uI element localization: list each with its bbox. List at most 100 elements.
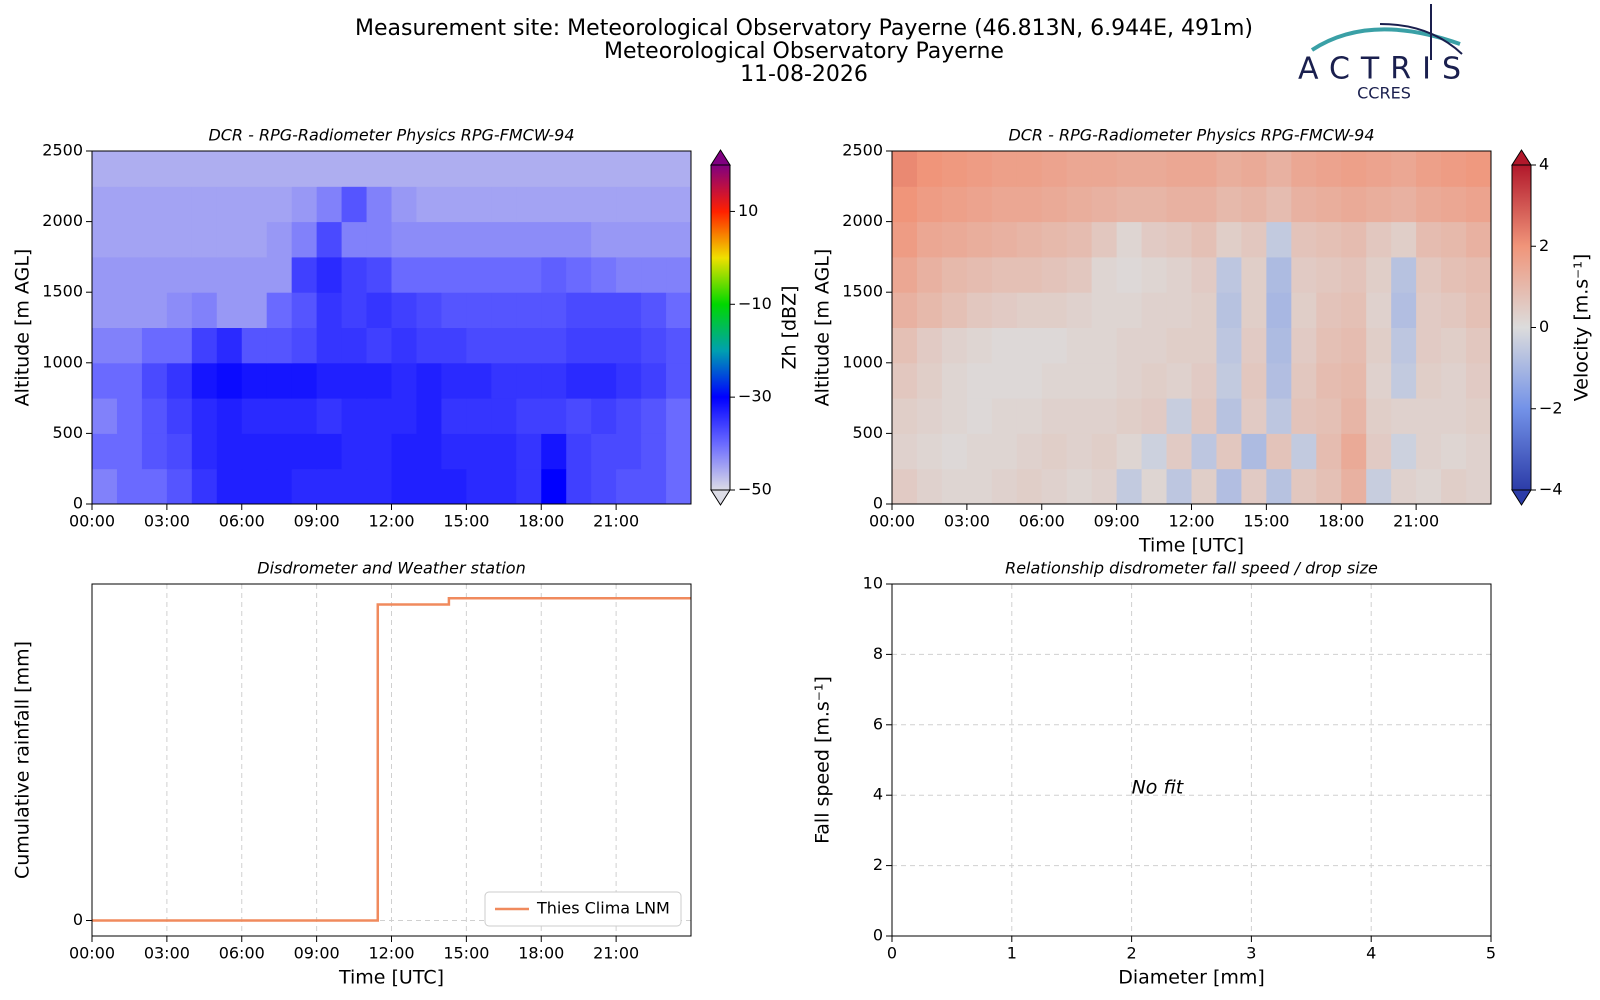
heatmap-cell bbox=[1116, 256, 1143, 293]
heatmap-cell bbox=[1091, 433, 1118, 470]
heatmap-cell bbox=[966, 256, 993, 293]
x-tick-label: 21:00 bbox=[593, 944, 639, 963]
heatmap-cell bbox=[941, 327, 968, 364]
heatmap-cell bbox=[416, 221, 442, 258]
heatmap-cell bbox=[616, 327, 642, 364]
heatmap-cell bbox=[916, 398, 943, 434]
heatmap-cell bbox=[1116, 292, 1143, 328]
heatmap-cell bbox=[991, 362, 1018, 399]
heatmap-cell bbox=[966, 433, 993, 470]
y-tick-label: 2000 bbox=[842, 211, 883, 230]
heatmap-cell bbox=[1441, 221, 1467, 258]
heatmap-cell bbox=[1066, 468, 1093, 505]
heatmap-cell bbox=[1291, 151, 1317, 187]
y-tick-label: 500 bbox=[852, 423, 883, 442]
heatmap-cell bbox=[491, 327, 517, 364]
heatmap-cell bbox=[591, 468, 617, 505]
heatmap-cell bbox=[641, 256, 667, 293]
heatmap-cell bbox=[1116, 327, 1143, 364]
legend bbox=[484, 891, 682, 927]
heatmap-cell bbox=[1141, 221, 1168, 258]
heatmap-cell bbox=[1241, 433, 1267, 470]
heatmap-cell bbox=[1441, 151, 1467, 187]
x-tick-label: 12:00 bbox=[368, 512, 414, 531]
heatmap-cell bbox=[566, 256, 592, 293]
heatmap-cell bbox=[241, 256, 268, 293]
heatmap-cell bbox=[1191, 221, 1217, 258]
heatmap-cell bbox=[1366, 186, 1392, 223]
heatmap-cell bbox=[1166, 398, 1192, 434]
chart: Disdrometer and Weather station Thies Cli… bbox=[12, 559, 692, 989]
heatmap-cell bbox=[266, 221, 293, 258]
heatmap-cell bbox=[1091, 186, 1118, 223]
heatmap-cell bbox=[416, 398, 442, 434]
heatmap-cell bbox=[1116, 186, 1143, 223]
x-tick-label: 06:00 bbox=[219, 944, 265, 963]
heatmap-cell bbox=[116, 151, 143, 187]
heatmap-cell bbox=[966, 362, 993, 399]
y-tick-label: 1500 bbox=[42, 282, 83, 301]
heatmap-cell bbox=[341, 468, 368, 505]
heatmap-cell bbox=[566, 221, 592, 258]
heatmap-cell bbox=[466, 327, 492, 364]
header-line: 11-08-2026 bbox=[740, 62, 868, 87]
x-tick-label: 18:00 bbox=[518, 944, 564, 963]
x-tick-label: 12:00 bbox=[368, 944, 414, 963]
heatmap-cell bbox=[892, 221, 918, 258]
heatmap-cell bbox=[566, 398, 592, 434]
heatmap-cell bbox=[516, 327, 542, 364]
heatmap-cell bbox=[241, 151, 268, 187]
heatmap-cell bbox=[491, 398, 517, 434]
heatmap-cell bbox=[241, 433, 268, 470]
heatmap-cell bbox=[1466, 256, 1492, 293]
heatmap-cell bbox=[591, 256, 617, 293]
heatmap-cell bbox=[341, 292, 368, 328]
heatmap-cell bbox=[541, 151, 567, 187]
heatmap-cell bbox=[1166, 151, 1192, 187]
heatmap-cell bbox=[141, 221, 168, 258]
heatmap-cell bbox=[641, 186, 667, 223]
heatmap-cell bbox=[391, 398, 417, 434]
heatmap-cell bbox=[641, 433, 667, 470]
heatmap-cell bbox=[566, 327, 592, 364]
colorbar-extend bbox=[710, 489, 731, 506]
heatmap-cell bbox=[1166, 362, 1192, 399]
heatmap-cell bbox=[92, 362, 118, 399]
header-line: Meteorological Observatory Payerne bbox=[604, 39, 1004, 64]
heatmap-cell bbox=[892, 468, 918, 505]
heatmap-cell bbox=[892, 186, 918, 223]
heatmap-cell bbox=[366, 186, 392, 223]
heatmap-cell bbox=[216, 186, 243, 223]
heatmap-cell bbox=[1291, 468, 1317, 505]
heatmap-cell bbox=[1441, 327, 1467, 364]
heatmap-cell bbox=[191, 433, 218, 470]
heatmap-cell bbox=[666, 221, 692, 258]
x-tick-label: 00:00 bbox=[69, 512, 115, 531]
heatmap-cell bbox=[541, 292, 567, 328]
heatmap-cell bbox=[366, 327, 392, 364]
heatmap-cell bbox=[141, 292, 168, 328]
colorbar-tick-label: −4 bbox=[1539, 480, 1563, 499]
heatmap-cell bbox=[641, 221, 667, 258]
heatmap-cell bbox=[191, 221, 218, 258]
heatmap-cell bbox=[441, 362, 467, 399]
heatmap-cell bbox=[491, 256, 517, 293]
heatmap-cell bbox=[116, 186, 143, 223]
heatmap-cell bbox=[1366, 433, 1392, 470]
heatmap-cell bbox=[266, 186, 293, 223]
heatmap-cell bbox=[541, 468, 567, 505]
colorbar-tick-label: −30 bbox=[738, 387, 772, 406]
heatmap-cell bbox=[991, 186, 1018, 223]
heatmap-cell bbox=[641, 292, 667, 328]
heatmap-cell bbox=[316, 398, 343, 434]
heatmap-cell bbox=[266, 151, 293, 187]
y-tick-label: 0 bbox=[873, 926, 883, 945]
heatmap-cell bbox=[391, 256, 417, 293]
heatmap-cell bbox=[1466, 151, 1492, 187]
heatmap-cell bbox=[1091, 362, 1118, 399]
x-tick-label: 03:00 bbox=[144, 512, 190, 531]
heatmap-cell bbox=[191, 362, 218, 399]
heatmap-cell bbox=[1241, 186, 1267, 223]
heatmap-cell bbox=[1416, 468, 1442, 505]
heatmap-cell bbox=[116, 256, 143, 293]
